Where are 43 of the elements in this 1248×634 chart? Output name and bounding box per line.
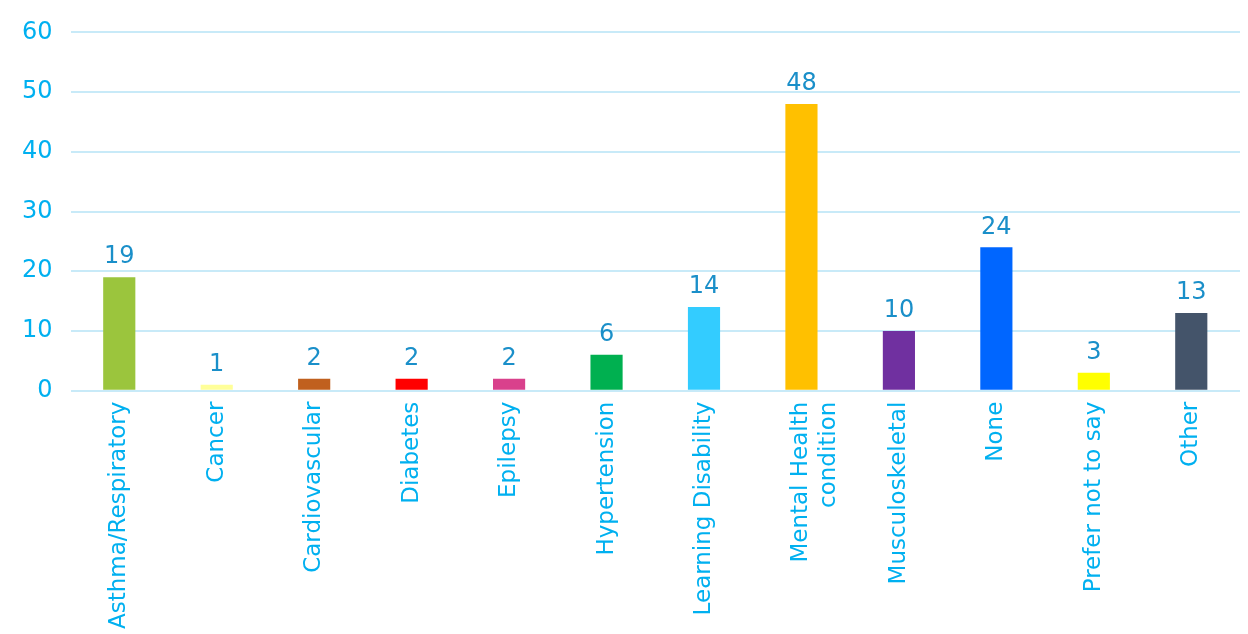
x-tick-label: Diabetes [396,401,423,504]
bar [395,378,428,390]
bar [980,247,1013,390]
bar [493,378,526,390]
x-tick-label: None [981,401,1008,462]
bar [1077,372,1110,390]
data-label: 13 [1176,277,1207,306]
bar [882,330,915,390]
bar [200,384,233,390]
y-tick-label: 10 [21,315,53,344]
x-tick-label: Other [1176,401,1203,467]
x-tick-label: Hypertension [591,401,618,556]
x-tick-label: Musculoskeletal [883,401,910,585]
x-tick-label: Prefer not to say [1078,401,1105,593]
y-tick-label: 30 [21,195,53,224]
data-label: 24 [981,211,1012,240]
data-label: 48 [786,68,817,97]
data-label: 1 [209,348,225,377]
bar [1175,313,1208,390]
y-tick-label: 50 [21,76,53,105]
y-tick-label: 20 [21,255,53,284]
data-label: 19 [103,241,135,270]
x-tick-label: Mental Health condition [786,401,841,563]
data-label: 2 [501,342,517,371]
data-label: 6 [598,319,615,348]
data-label: 2 [306,342,322,371]
x-tick-label: Cardiovascular [299,401,326,573]
bar [298,378,331,390]
x-tick-label: Learning Disability [688,401,715,616]
bar [687,307,721,390]
data-label: 2 [403,342,420,371]
x-tick-label: Epilepsy [494,401,521,498]
data-label: 3 [1086,336,1102,365]
x-tick-label: Asthma/Respiratory [104,401,131,630]
y-tick-label: 0 [37,374,53,403]
bar [785,104,818,390]
y-tick-label: 40 [21,136,53,165]
data-label: 14 [688,271,720,300]
bar [590,354,623,390]
data-label: 10 [883,295,915,324]
y-tick-label: 60 [21,16,53,45]
x-tick-label: Cancer [201,401,228,483]
bar [103,277,136,390]
